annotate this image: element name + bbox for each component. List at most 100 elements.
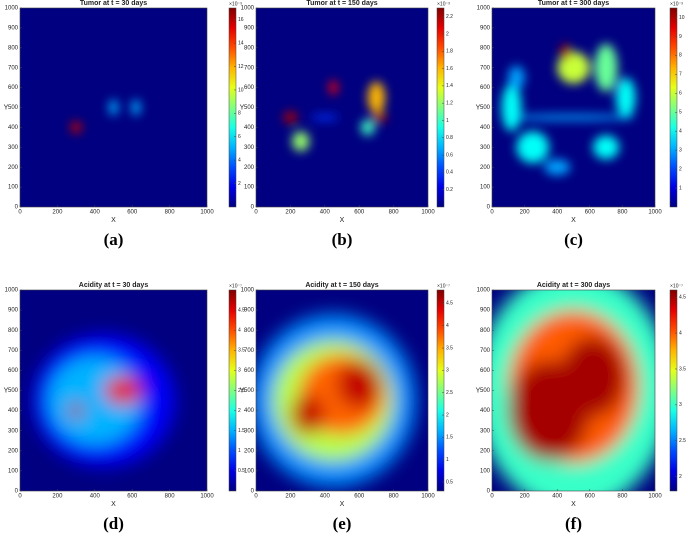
- x-tick-label: 200: [52, 210, 63, 216]
- colorbar: [436, 7, 445, 208]
- y-tick-label: 400: [8, 125, 19, 131]
- y-tick-label: 900: [8, 308, 19, 314]
- panel-caption: (c): [564, 230, 583, 249]
- x-tick-label: 0: [490, 210, 494, 216]
- heatmap: [20, 290, 207, 491]
- y-tick-label: 1000: [5, 6, 19, 12]
- x-tick-label: 1000: [648, 210, 662, 216]
- y-tick-label: 200: [480, 448, 491, 454]
- heatmap: [256, 8, 428, 207]
- colorbar-exponent: ×10⁻⁷: [229, 283, 242, 289]
- colorbar-tick-label: 3: [679, 402, 682, 408]
- x-axis-label: X: [340, 501, 345, 508]
- x-tick-label: 600: [354, 494, 365, 500]
- y-tick-label: 1000: [477, 6, 491, 12]
- heat-blob: [329, 80, 338, 95]
- colorbar-tick-label: 2: [679, 166, 682, 172]
- x-axis-label: X: [571, 501, 576, 508]
- colorbar-tick-label: 3: [238, 368, 241, 374]
- heat-blob: [104, 376, 142, 405]
- y-tick-label: 700: [8, 65, 19, 71]
- y-tick-label: 500: [480, 105, 491, 111]
- y-tick-label: 900: [480, 308, 491, 314]
- y-axis-label: Y: [4, 104, 9, 111]
- x-tick-label: 800: [389, 494, 400, 500]
- colorbar-tick-label: 9: [679, 34, 682, 40]
- plot-title: Tumor at t = 300 days: [538, 0, 609, 7]
- y-tick-label: 500: [480, 388, 491, 394]
- x-tick-label: 600: [354, 210, 365, 216]
- y-tick-label: 200: [244, 448, 255, 454]
- colorbar-tick-label: 4: [679, 330, 682, 336]
- colorbar-tick-label: 0.5: [446, 479, 453, 485]
- heatmap-field: [33, 334, 176, 467]
- y-tick-label: 700: [244, 348, 255, 354]
- heat-blob: [283, 111, 298, 124]
- y-tick-label: 600: [8, 368, 19, 374]
- colorbar-tick-label: 2.5: [446, 390, 453, 396]
- colorbar-tick-label: 1.4: [446, 83, 453, 89]
- y-tick-label: 100: [8, 468, 19, 474]
- y-tick-label: 300: [244, 428, 255, 434]
- colorbar-tick-label: 1.2: [446, 101, 453, 107]
- y-tick-label: 400: [8, 408, 19, 414]
- y-axis-label: Y: [476, 104, 481, 111]
- x-tick-label: 1000: [421, 494, 435, 500]
- x-axis-label: X: [571, 217, 576, 224]
- y-tick-label: 400: [244, 408, 255, 414]
- x-tick-label: 400: [90, 494, 101, 500]
- y-tick-label: 700: [480, 65, 491, 71]
- y-tick-label: 600: [244, 85, 255, 91]
- x-tick-label: 600: [585, 494, 596, 500]
- heat-blob: [372, 112, 387, 123]
- colorbar-tick-label: 3: [679, 147, 682, 153]
- y-tick-label: 200: [244, 165, 255, 171]
- x-tick-label: 1000: [421, 210, 435, 216]
- y-tick-label: 300: [8, 145, 19, 151]
- x-tick-label: 200: [285, 494, 296, 500]
- heat-blob: [508, 65, 525, 90]
- y-tick-label: 100: [244, 185, 255, 191]
- y-tick-label: 300: [8, 428, 19, 434]
- colorbar-tick-label: 12: [238, 64, 244, 70]
- colorbar-tick-label: 0.2: [446, 187, 453, 193]
- heat-blob: [290, 394, 325, 435]
- colorbar-tick-label: 2: [238, 181, 241, 187]
- y-tick-label: 0: [15, 205, 19, 211]
- colorbar-tick-label: 16: [238, 17, 244, 23]
- y-tick-label: 800: [244, 328, 255, 334]
- colorbar-tick-label: 0.8: [446, 135, 453, 141]
- heat-blob: [593, 135, 620, 160]
- heatmap: [492, 290, 655, 491]
- colorbar-exponent: ×10⁻⁷: [437, 283, 450, 289]
- x-tick-label: 200: [520, 210, 531, 216]
- colorbar-tick-label: 2.2: [446, 14, 453, 20]
- colorbar-tick-label: 1: [238, 448, 241, 454]
- x-tick-label: 600: [127, 494, 138, 500]
- y-tick-label: 0: [15, 489, 19, 495]
- colorbar-tick-label: 2: [446, 31, 449, 37]
- colorbar-tick-label: 2.5: [679, 438, 686, 444]
- colorbar-tick-label: 2: [446, 412, 449, 418]
- y-axis-label: Y: [4, 387, 9, 394]
- colorbar-tick-label: 1.5: [238, 428, 245, 434]
- colorbar-tick-label: 6: [238, 134, 241, 140]
- heat-blob: [108, 99, 119, 116]
- panel-caption: (b): [332, 230, 353, 249]
- colorbar-tick-label: 7: [679, 72, 682, 78]
- colorbar-exponent: ×10⁻⁷: [670, 283, 683, 289]
- colorbar-tick-label: 1.8: [446, 49, 453, 55]
- y-tick-label: 700: [8, 348, 19, 354]
- x-tick-label: 400: [320, 210, 331, 216]
- plot-title: Tumor at t = 150 days: [306, 0, 377, 7]
- x-tick-label: 1000: [648, 494, 662, 500]
- colorbar-tick-label: 6: [679, 91, 682, 97]
- x-tick-label: 0: [254, 494, 258, 500]
- colorbar-tick-label: 10: [679, 15, 685, 21]
- colorbar-tick-label: 3.5: [679, 366, 686, 372]
- heat-blob: [501, 83, 522, 132]
- y-tick-label: 600: [480, 85, 491, 91]
- heat-blob: [70, 121, 82, 134]
- y-tick-label: 800: [480, 328, 491, 334]
- colorbar-tick-label: 0.5: [238, 468, 245, 474]
